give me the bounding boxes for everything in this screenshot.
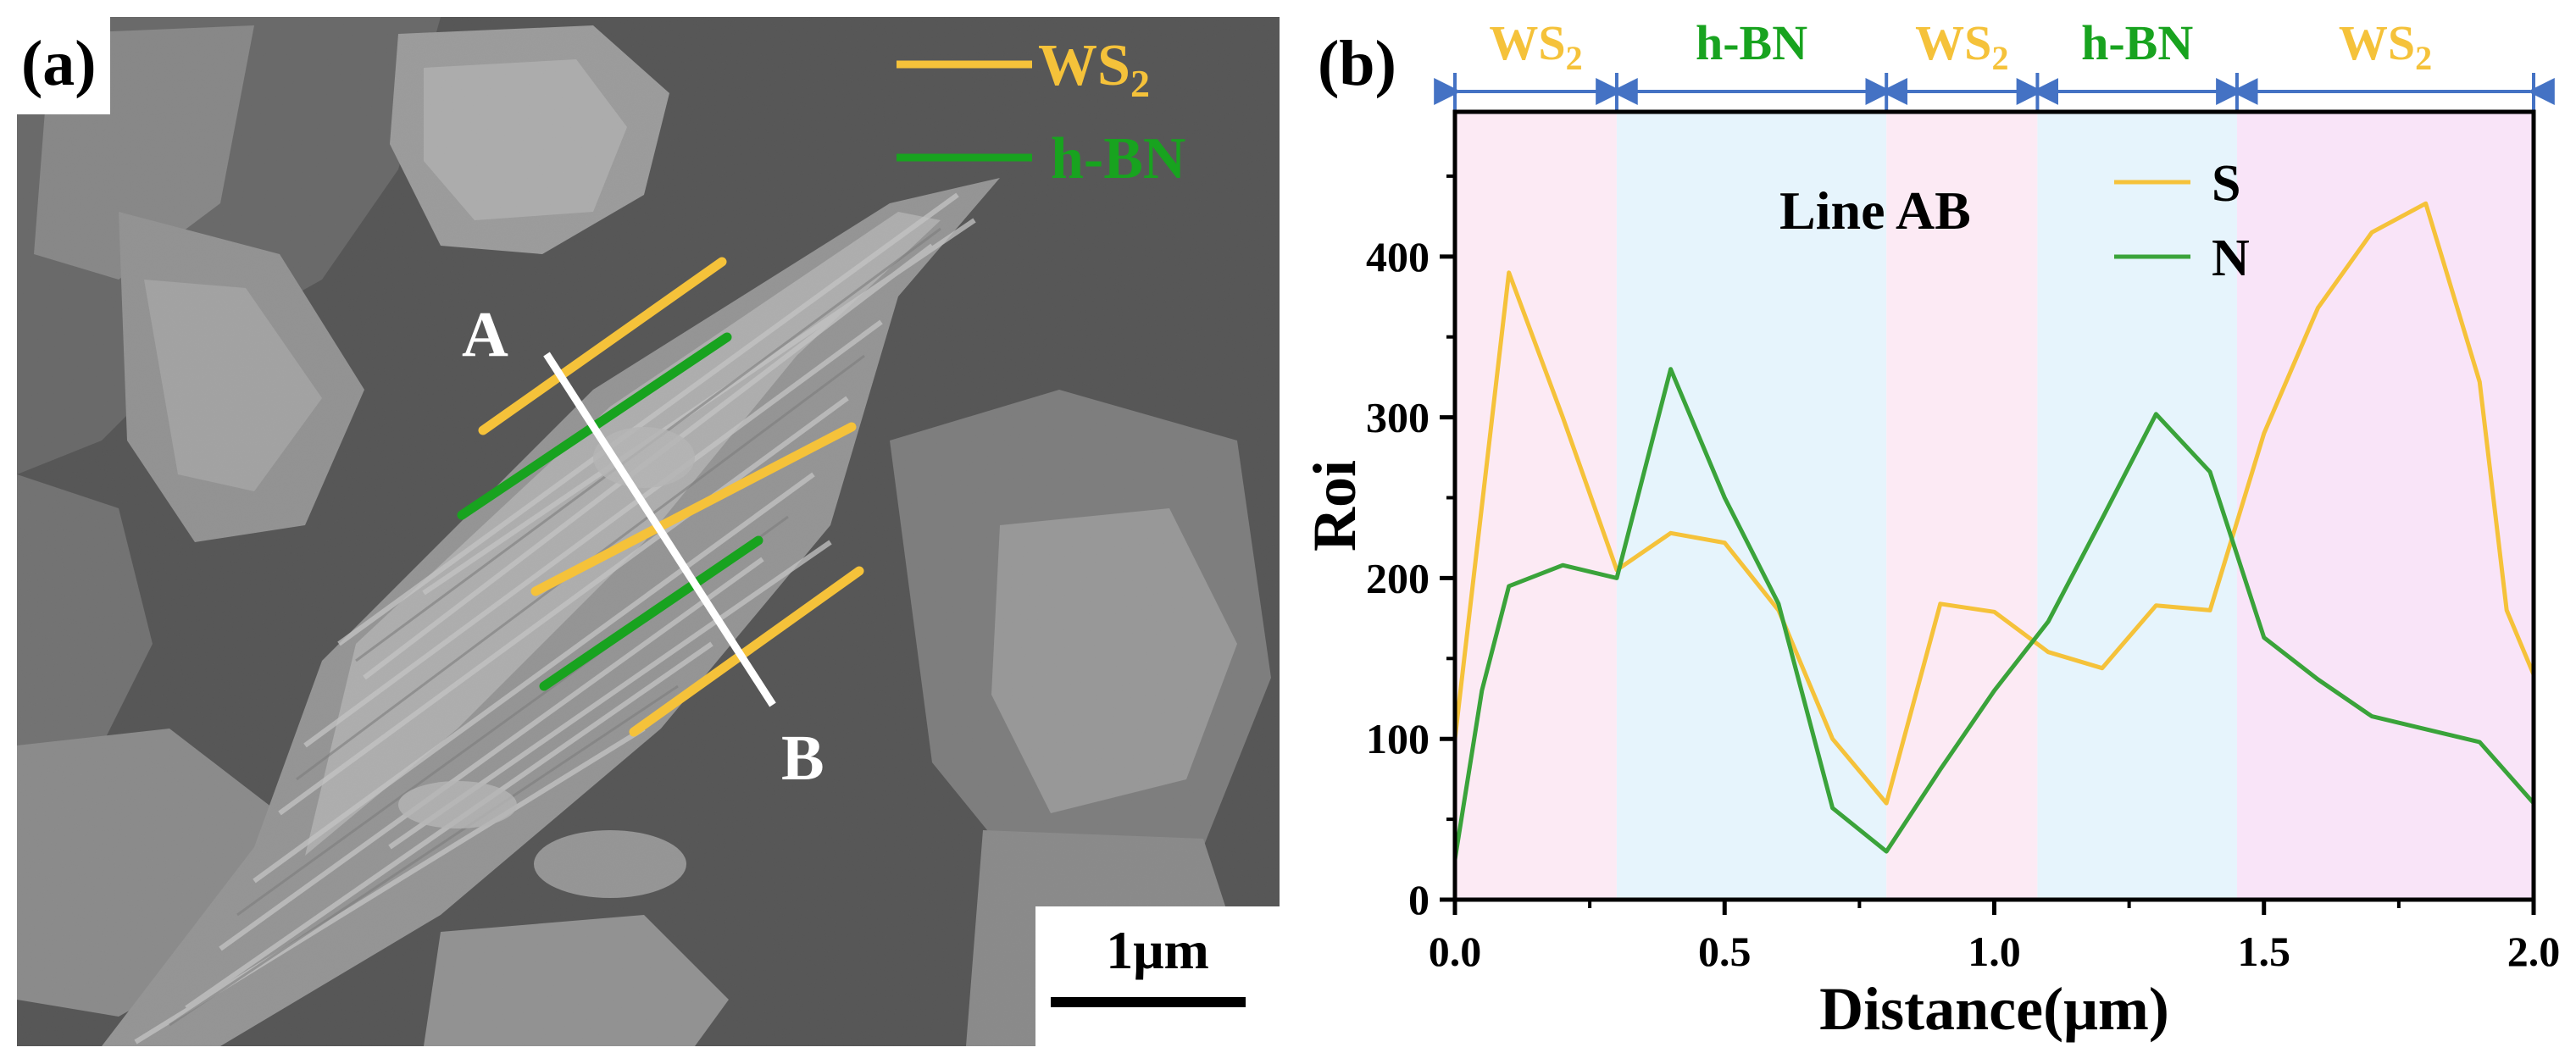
region-bg-4 [2037, 112, 2237, 900]
line-chart: WS2 h-BN WS2 h-BN WS2 0.0 0.5 1.0 1.5 2.0 0 100 20… [1301, 15, 2560, 1043]
hbn-stripe-2 [539, 535, 763, 691]
x-tick-label-2: 1.0 [1968, 928, 2021, 975]
region-bg-2 [1616, 112, 1887, 900]
x-axis-label: Distance(μm) [1819, 975, 2169, 1043]
legend-ws2-label: WS2 [1038, 33, 1150, 105]
scale-bar-bg [1035, 906, 1280, 1046]
series-s-line [1452, 201, 2536, 806]
x-tick-label-3: 1.5 [2238, 928, 2291, 975]
legend-label-s: S [2212, 155, 2240, 213]
panel-b-label: (b) [1318, 28, 1396, 99]
y-tick-label-1: 100 [1366, 715, 1430, 762]
point-b-label: B [781, 723, 824, 794]
x-tick-label-4: 2.0 [2507, 928, 2561, 975]
y-tick-label-4: 400 [1366, 233, 1430, 280]
ws2-stripe-3 [629, 566, 864, 737]
x-tick-label-1: 0.5 [1698, 928, 1752, 975]
panel-a-label: (a) [21, 28, 97, 99]
region-bg-3 [1886, 112, 2038, 900]
sem-legend: WS2 h-BN [897, 33, 1185, 191]
region-label-5: WS2 [2339, 15, 2432, 77]
panel-a-label-bg [17, 17, 110, 114]
y-tick-label-3: 300 [1366, 394, 1430, 441]
ws2-stripe-2 [530, 422, 857, 596]
region-bg-5 [2236, 112, 2534, 900]
chart-title: Line AB [1779, 180, 1971, 241]
legend-hbn-label: h-BN [1051, 126, 1185, 191]
region-label-2: h-BN [1696, 15, 1807, 70]
series-n-line [1452, 367, 2535, 860]
y-tick-label-2: 200 [1366, 554, 1430, 601]
scale-bar: 1μm [1035, 906, 1280, 1046]
scale-bar-label: 1μm [1106, 920, 1209, 980]
series-lines [1452, 201, 2536, 860]
y-axis: 0 100 200 300 400 [1366, 174, 1455, 923]
region-backgrounds [1455, 112, 2534, 900]
ws2-stripe-1 [478, 257, 727, 435]
y-tick-label-0: 0 [1408, 876, 1430, 923]
region-label-4: h-BN [2081, 15, 2193, 70]
legend-label-n: N [2212, 230, 2250, 287]
x-tick-label-0: 0.0 [1429, 928, 1482, 975]
region-annotation-bar: WS2 h-BN WS2 h-BN WS2 [1434, 15, 2555, 110]
y-axis-label: Roi [1301, 460, 1368, 551]
point-a-label: A [462, 299, 508, 370]
line-ab [543, 352, 776, 707]
region-label-1: WS2 [1489, 15, 1582, 77]
region-label-3: WS2 [1915, 15, 2008, 77]
sem-stripe-lines [457, 257, 864, 737]
chart-legend: SN [2114, 155, 2250, 287]
x-axis: 0.0 0.5 1.0 1.5 2.0 [1429, 900, 2561, 975]
